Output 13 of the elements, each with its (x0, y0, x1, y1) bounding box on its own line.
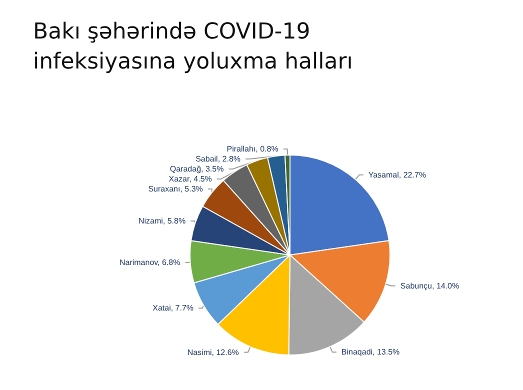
slice-label: Nizami, 5.8% (138, 216, 186, 226)
slice-label: Qaradağ, 3.5% (170, 164, 224, 174)
chart-title: Bakı şəhərində COVID-19 infeksiyasına yoluxma halları (33, 20, 353, 74)
slice-label: Nasimi, 12.6% (187, 348, 239, 357)
slice-label: Sabunçu, 14.0% (400, 281, 460, 290)
slice-label: Narimanov, 6.8% (119, 258, 180, 267)
slice-label: Yasamal, 22.7% (368, 170, 426, 180)
slice-label: Xatai, 7.7% (152, 304, 194, 313)
slice-label: Sabail, 2.8% (196, 154, 241, 164)
slice-label: Pirallahı, 0.8% (226, 144, 278, 154)
slice-label: Suraxanı, 5.3% (148, 184, 203, 194)
slice-label: Binaqadi, 13.5% (341, 348, 400, 357)
slice-label: Xazar, 4.5% (168, 174, 212, 184)
